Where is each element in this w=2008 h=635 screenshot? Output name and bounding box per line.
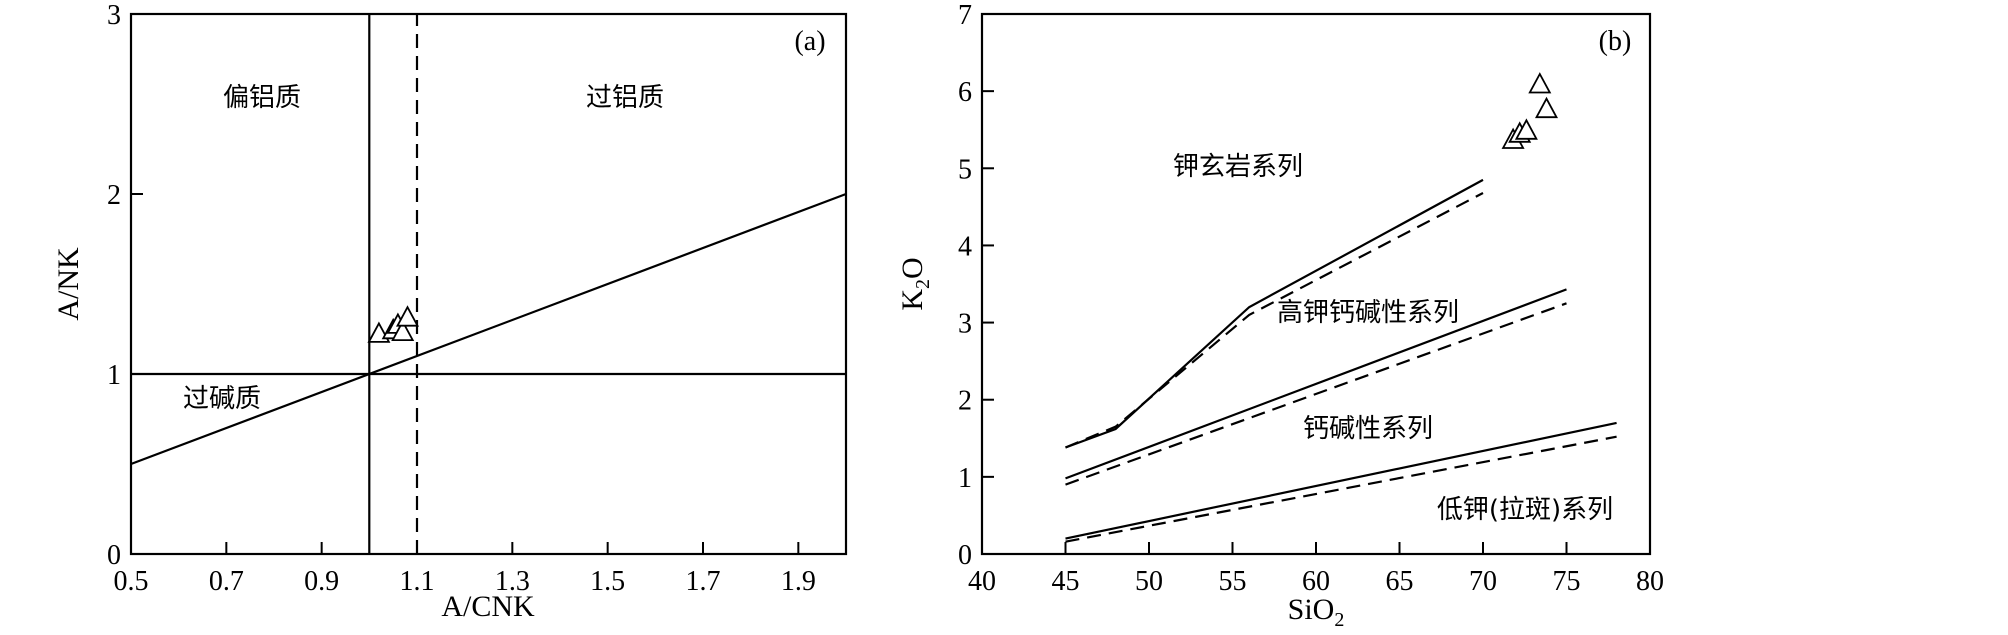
- panel-b-y-tick-label: 4: [958, 231, 972, 262]
- panel-b-y-tick-label: 5: [958, 154, 972, 185]
- panel-a-x-tick-label: 0.5: [114, 566, 149, 597]
- panel-a-region-label: 偏铝质: [223, 83, 301, 113]
- panel-a-region-label: 过碱质: [183, 384, 261, 414]
- panel-a-tag: (a): [794, 26, 825, 57]
- panel-b-y-axis-label: K2O: [896, 257, 934, 310]
- panel-b-tag: (b): [1599, 26, 1632, 57]
- panel-b-x-tick-label: 75: [1553, 566, 1581, 597]
- panel-a-y-tick-label: 0: [107, 540, 121, 571]
- panel-b-boundary-dashed: [1065, 435, 1617, 543]
- panel-b-boundary-solid: [1065, 421, 1617, 540]
- panel-b-region-label: 低钾(拉斑)系列: [1437, 495, 1613, 525]
- panel-b-y-tick-label: 2: [958, 386, 972, 417]
- panel-b-data-point: [1528, 72, 1552, 94]
- panel-b-x-tick-label: 45: [1052, 566, 1080, 597]
- panel-b-x-tick-label: 80: [1636, 566, 1664, 597]
- panel-b-region-label: 钾玄岩系列: [1173, 152, 1303, 182]
- panel-b-y-tick-label: 1: [958, 463, 972, 494]
- panel-a-x-tick-label: 1.3: [495, 566, 530, 597]
- panel-a-y-axis-label: A/NK: [52, 247, 85, 321]
- panel-a-boundary-solid: [130, 192, 847, 466]
- panel-b-x-tick-label: 60: [1302, 566, 1330, 597]
- panel-b-x-tick-label: 65: [1386, 566, 1414, 597]
- panel-b-data-point: [1534, 96, 1559, 119]
- panel-a-data-point: [391, 319, 415, 342]
- panel-b-region-label: 钙碱性系列: [1303, 414, 1433, 444]
- panel-a-x-tick-label: 0.9: [304, 566, 339, 597]
- panel-b-x-tick-label: 40: [968, 566, 996, 597]
- panel-b-y-tick-label: 3: [958, 309, 972, 340]
- panel-b-x-tick-label: 70: [1469, 566, 1497, 597]
- panel-a-x-tick-label: 1.7: [686, 566, 721, 597]
- panel-a-x-axis-label: A/CNK: [441, 590, 535, 623]
- panel-a-y-tick-label: 1: [107, 360, 121, 391]
- panel-a-y-tick-label: 2: [107, 180, 121, 211]
- panel-b-region-label: 高钾钙碱性系列: [1277, 298, 1459, 328]
- panel-b-boundary-solid: [1065, 288, 1567, 480]
- panel-b-plot: 40 45 50 55 60 65 70 75 8001234567钾玄岩系列高钾钙碱性系列钙碱…: [896, 0, 1664, 631]
- panel-b-y-tick-label: 0: [958, 540, 972, 571]
- panel-b-x-axis-label: SiO2: [1288, 593, 1345, 631]
- panel-b-x-tick-label: 50: [1135, 566, 1163, 597]
- panel-b-x-tick-label: 55: [1219, 566, 1247, 597]
- panel-a-data-point: [395, 305, 420, 327]
- panel-a-frame: [129, 12, 848, 556]
- panel-a-x-tick-label: 0.7: [209, 566, 244, 597]
- panel-a-x-tick-label: 1.9: [781, 566, 816, 597]
- panel-a-x-tick-label: 1.5: [590, 566, 625, 597]
- panel-a-x-tick-label: 1.1: [400, 566, 435, 597]
- panel-b-boundary-dashed: [1065, 302, 1567, 486]
- panel-a-region-label: 过铝质: [586, 83, 664, 113]
- panel-b-data-point: [1514, 118, 1538, 140]
- panel-b-boundary-dashed: [1065, 192, 1484, 449]
- panel-a-y-tick-label: 3: [107, 0, 121, 31]
- panel-b-y-tick-label: 7: [958, 0, 972, 31]
- panel-b-y-tick-label: 6: [958, 77, 972, 108]
